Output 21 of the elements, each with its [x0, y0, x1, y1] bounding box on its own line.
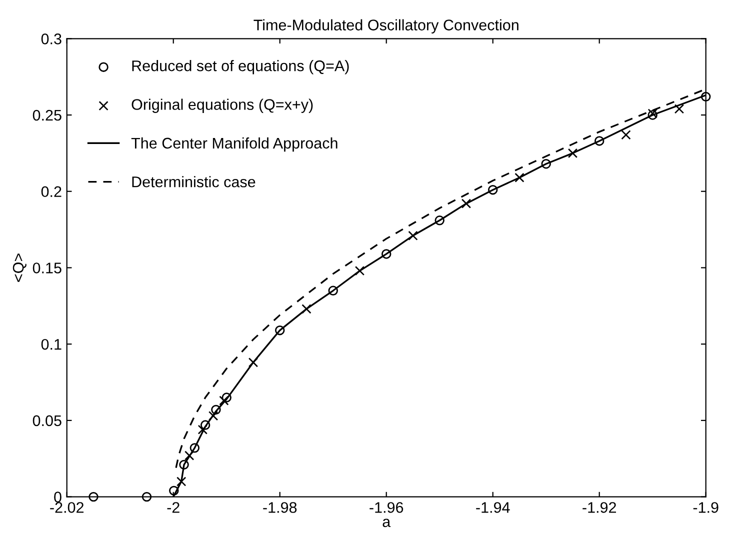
chart-title: Time-Modulated Oscillatory Convection [254, 19, 518, 34]
y-axis-title: <Q> [12, 254, 26, 282]
y-tick-label: 0.2 [41, 186, 62, 198]
x-tick-label: -1.96 [370, 502, 404, 513]
x-tick-label: -2.02 [50, 502, 84, 513]
x-tick-label: -2 [167, 502, 180, 513]
y-tick-label: 0 [54, 492, 62, 502]
x-tick-label: -1.9 [693, 502, 718, 513]
legend-label: The Center Manifold Approach [131, 137, 338, 152]
x-tick-label: -1.92 [582, 502, 616, 513]
y-tick-label: 0.05 [32, 415, 62, 426]
y-tick-label: 0.15 [32, 262, 62, 274]
y-tick-label: 0.1 [41, 338, 62, 350]
legend-label: Reduced set of equations (Q=A) [132, 60, 349, 74]
legend-label: Original equations (Q=x+y) [132, 98, 313, 113]
x-tick-label: -1.94 [476, 502, 510, 513]
y-tick-label: 0.3 [41, 34, 62, 44]
y-tick-label: 0.25 [32, 110, 62, 121]
legend-label: Deterministic case [132, 176, 256, 188]
x-tick-label: -1.98 [263, 502, 297, 513]
x-axis-title: a [382, 518, 391, 528]
